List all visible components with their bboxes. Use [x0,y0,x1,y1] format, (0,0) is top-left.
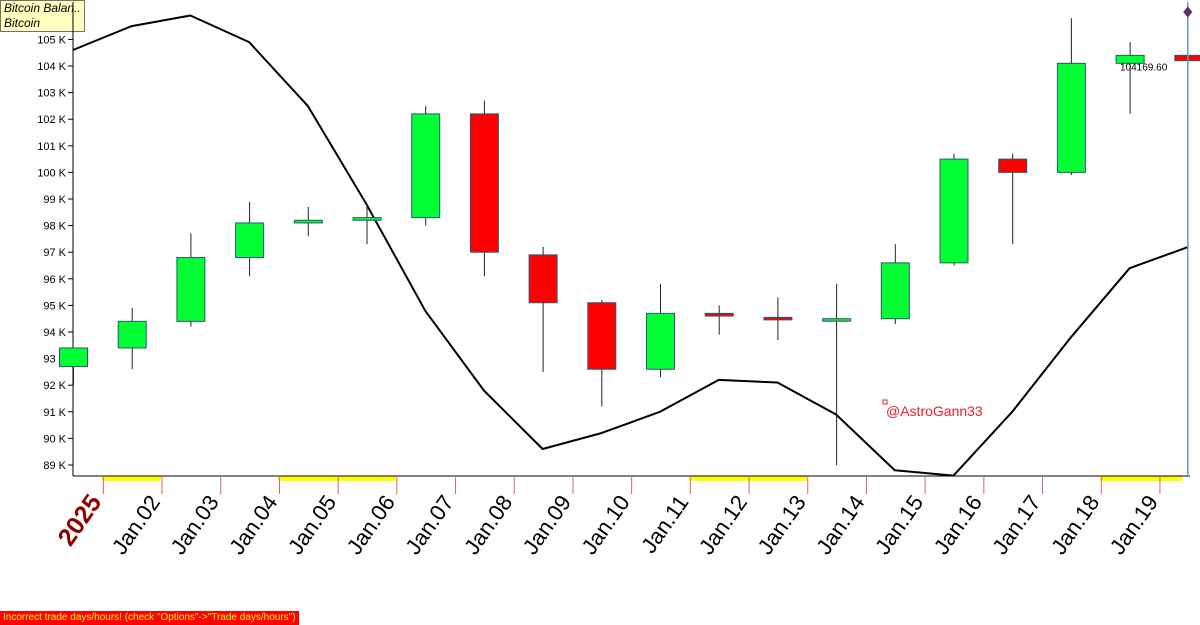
legend-symbol-name: Bitcoin [4,16,41,30]
candle[interactable] [822,284,852,465]
candle[interactable] [293,206,323,237]
candle-body [352,217,382,221]
x-date-label: Jan.19 [1105,491,1163,559]
candle-body [1115,54,1145,64]
candle-body [176,257,206,322]
candle-body [763,316,793,321]
x-date-label: Jan.03 [165,491,223,559]
candle[interactable] [1056,18,1086,176]
x-date-label: Jan.04 [224,491,282,559]
y-tick-label: 99 K [43,194,66,206]
candle[interactable] [998,153,1028,245]
candle-body [235,222,265,259]
y-tick-label: 102 K [37,114,66,126]
watermark-text: @AstroGann33 [886,403,983,419]
candle[interactable] [117,308,147,370]
candle[interactable] [704,305,734,335]
x-axis-ticks: 2025 Jan.02 Jan.03 Jan.04 Jan.05 Jan.06 Jan.07… [52,476,1163,559]
x-date-label: Jan.13 [752,491,810,559]
candle-body [293,219,323,224]
candle[interactable] [880,244,910,325]
candle[interactable] [587,300,617,407]
candle[interactable] [763,297,793,340]
y-tick-label: 89 K [43,460,66,472]
candle[interactable] [235,201,265,277]
last-price-label: 104169.60 [1120,63,1168,74]
candle[interactable] [352,204,382,245]
candle-body [587,302,617,370]
candle[interactable] [646,284,675,378]
y-tick-label: 103 K [37,88,66,100]
legend-indicator-name: Bitcoin Balan.. [4,1,81,15]
time-cursor[interactable] [1183,2,1193,476]
legend-box: Bitcoin Balan.. Bitcoin [0,0,85,32]
cursor-marker-icon [1183,6,1193,18]
weekend-band [1100,476,1183,481]
candle[interactable] [939,153,969,266]
y-tick-label: 95 K [43,300,66,312]
candle[interactable] [411,105,441,226]
x-date-label: Jan.16 [929,491,987,559]
candle[interactable] [176,233,206,327]
candle[interactable] [528,246,558,372]
y-axis-ticks: 89 K90 K91 K92 K93 K94 K95 K96 K97 K98 K… [37,34,73,472]
x-date-label: Jan.18 [1046,491,1104,559]
weekend-bands [102,476,1183,481]
candle-body [998,158,1028,173]
weekend-band [278,476,396,481]
x-date-label: Jan.17 [987,491,1045,559]
candle-body [1056,62,1086,173]
y-tick-label: 97 K [43,247,66,259]
x-date-label: Jan.14 [811,491,869,559]
watermark-anchor-icon [882,399,888,405]
y-tick-label: 101 K [37,141,66,153]
trade-days-warning: Incorrect trade days/hours! (check "Opti… [0,611,299,625]
y-tick-label: 91 K [43,407,66,419]
candle-body [59,347,88,368]
candle-body [117,320,147,349]
x-date-label: Jan.07 [400,491,458,559]
annotations: 104169.60 @AstroGann33 [882,60,1190,419]
x-date-label: Jan.10 [576,491,634,559]
x-date-label: Jan.15 [870,491,928,559]
y-tick-label: 90 K [43,433,66,445]
x-date-label: Jan.09 [518,491,576,559]
y-tick-label: 94 K [43,327,66,339]
weekend-band [102,476,162,481]
candle[interactable] [59,347,88,386]
x-date-label: Jan.02 [107,491,165,559]
weekend-band [689,476,807,481]
x-date-label: Jan.12 [694,491,752,559]
x-date-label: Jan.05 [283,491,341,559]
x-date-label: Jan.06 [342,491,400,559]
indicator-line [72,14,1189,477]
candle-body [646,312,675,370]
x-date-label: Jan.11 [636,491,693,558]
x-year-label: 2025 [52,489,107,551]
y-tick-label: 96 K [43,274,66,286]
candle-body [822,318,852,322]
y-tick-label: 100 K [37,167,66,179]
y-tick-label: 98 K [43,221,66,233]
candlesticks[interactable] [59,18,1200,465]
y-tick-label: 105 K [37,34,66,46]
candle[interactable] [1115,42,1145,114]
candle-body [880,262,910,320]
candle-body [704,312,734,317]
y-tick-label: 104 K [37,61,66,73]
candle-body [411,113,441,219]
candle[interactable] [469,100,499,277]
x-date-label: Jan.08 [459,491,517,559]
indicator-line-path [72,14,1189,477]
candle-body [939,158,969,264]
y-tick-label: 92 K [43,380,66,392]
candle-body [528,254,558,304]
candle-body [469,113,499,253]
